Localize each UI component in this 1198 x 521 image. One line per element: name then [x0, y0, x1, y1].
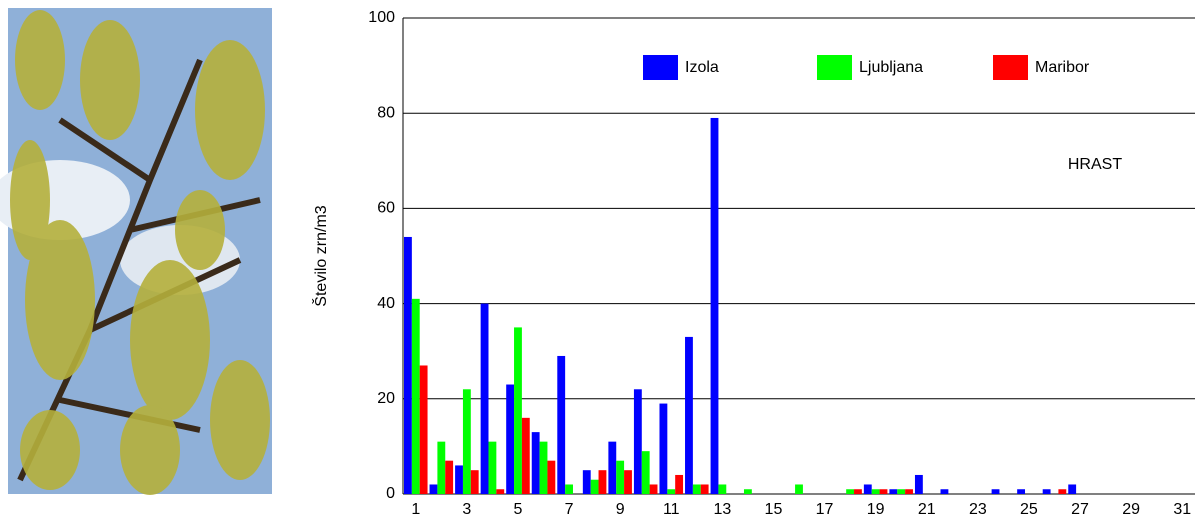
- bar: [455, 465, 463, 494]
- x-tick-label: 29: [1122, 501, 1140, 518]
- bar: [863, 484, 872, 494]
- bar: [488, 441, 497, 494]
- bar: [582, 470, 591, 494]
- bar: [1058, 489, 1067, 494]
- y-tick-label: 60: [377, 200, 395, 217]
- bar: [624, 470, 632, 494]
- bar: [547, 460, 556, 494]
- bar: [692, 484, 701, 494]
- legend-swatch: [993, 55, 1028, 80]
- bar: [795, 484, 803, 494]
- y-tick-label: 0: [386, 485, 395, 502]
- bar: [1068, 484, 1077, 494]
- bar: [675, 474, 684, 494]
- legend-swatch: [817, 55, 852, 80]
- x-tick-label: 21: [918, 501, 936, 518]
- bar: [462, 389, 471, 494]
- bar: [633, 389, 642, 494]
- bar: [879, 489, 888, 494]
- bar: [506, 384, 515, 494]
- x-tick-label: 15: [765, 501, 783, 518]
- bar: [940, 489, 949, 494]
- x-tick-label: 23: [969, 501, 987, 518]
- bar: [1042, 489, 1051, 494]
- bar: [514, 327, 522, 494]
- annotation: HRAST: [1068, 156, 1122, 173]
- x-tick-label: 7: [565, 501, 574, 518]
- oak-photo: [0, 8, 272, 495]
- x-tick-label: 5: [514, 501, 523, 518]
- x-tick-label: 1: [411, 501, 420, 518]
- bar: [429, 484, 438, 494]
- x-tick-label: 27: [1071, 501, 1089, 518]
- bar: [1017, 489, 1026, 494]
- y-axis-label: Število zrn/m3: [311, 205, 330, 306]
- x-tick-label: 3: [462, 501, 471, 518]
- bar: [897, 489, 906, 494]
- bar: [649, 484, 658, 494]
- bar: [565, 484, 573, 494]
- bar: [539, 441, 548, 494]
- y-tick-label: 40: [377, 295, 395, 312]
- bar: [991, 489, 1000, 494]
- bar: [710, 117, 719, 495]
- bar: [846, 489, 855, 494]
- bar: [521, 417, 530, 494]
- bar: [470, 470, 479, 494]
- x-tick-label: 13: [713, 501, 731, 518]
- bar: [905, 489, 913, 494]
- bar: [659, 403, 668, 494]
- bar: [437, 441, 446, 494]
- bar: [445, 460, 454, 494]
- x-tick-label: 9: [616, 501, 625, 518]
- bar: [419, 365, 428, 494]
- x-tick-label: 31: [1173, 501, 1191, 518]
- bar: [871, 489, 880, 494]
- y-tick-label: 80: [377, 104, 395, 121]
- x-tick-label: 19: [867, 501, 885, 518]
- bar: [531, 432, 540, 494]
- bar: [743, 489, 752, 494]
- legend-swatch: [643, 55, 678, 80]
- bar: [608, 441, 617, 494]
- bar: [667, 489, 676, 494]
- bar: [718, 484, 727, 494]
- bar: [914, 474, 923, 494]
- y-tick-label: 100: [368, 9, 395, 26]
- bar: [854, 489, 862, 494]
- bar: [685, 336, 693, 494]
- bar: [404, 236, 412, 494]
- bar: [700, 484, 709, 494]
- y-tick-label: 20: [377, 390, 395, 407]
- legend-label: Ljubljana: [859, 59, 923, 76]
- bar: [598, 470, 607, 494]
- x-tick-label: 25: [1020, 501, 1038, 518]
- bar: [590, 479, 599, 494]
- bar: [411, 298, 420, 494]
- bar: [616, 460, 625, 494]
- bar: [496, 489, 505, 494]
- legend-label: Izola: [685, 59, 719, 76]
- bar: [641, 451, 650, 494]
- x-tick-label: 11: [663, 501, 680, 518]
- legend-label: Maribor: [1035, 59, 1090, 76]
- bar: [889, 489, 898, 494]
- bar: [480, 303, 489, 494]
- bar: [557, 355, 566, 494]
- x-tick-label: 17: [816, 501, 834, 518]
